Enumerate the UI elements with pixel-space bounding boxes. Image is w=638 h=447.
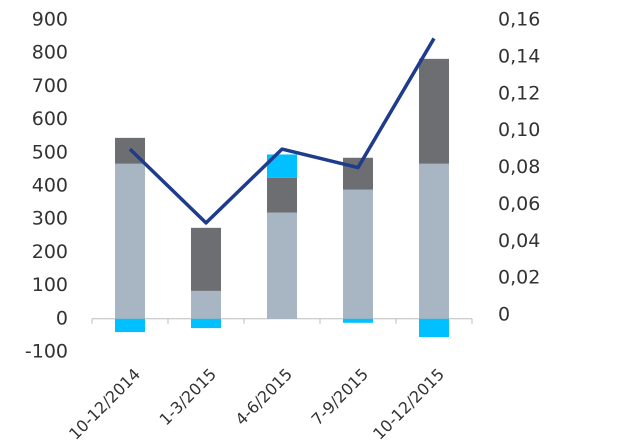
y2-tick-label: 0,08 — [498, 156, 540, 178]
y2-tick-label: 0,12 — [498, 82, 540, 104]
line-series — [128, 37, 436, 225]
y2-tick-label: 0,02 — [498, 267, 540, 289]
bar-segment — [419, 58, 449, 164]
y2-tick-label: 0,16 — [498, 9, 540, 31]
bar-segment — [191, 290, 221, 319]
y-tick-label: 500 — [32, 141, 68, 163]
y-tick-label: 800 — [32, 42, 68, 64]
x-tick-label: 7-9/2015 — [307, 365, 372, 430]
bar-segment — [267, 177, 297, 213]
y-tick-label: 0 — [56, 307, 68, 329]
bar-segment — [343, 157, 373, 190]
bar-segment — [267, 212, 297, 319]
y2-tick-label: 0,14 — [498, 45, 540, 67]
bar-segment — [191, 318, 221, 329]
x-tick-label: 10-12/2014 — [65, 365, 144, 444]
bar-segment — [191, 227, 221, 291]
x-tick-label: 10-12/2015 — [369, 365, 448, 444]
bar-segment — [343, 318, 373, 323]
y-tick-label: 400 — [32, 175, 68, 197]
bar-segment — [419, 163, 449, 319]
y2-tick-label: 0,06 — [498, 193, 540, 215]
x-tick-label: 1-3/2015 — [155, 365, 220, 430]
y-tick-label: 600 — [32, 108, 68, 130]
bar-segment — [343, 189, 373, 319]
bar-segment — [115, 318, 145, 333]
y2-tick-label: 0,10 — [498, 119, 540, 141]
x-tick-label: 4-6/2015 — [231, 365, 296, 430]
y-tick-label: 300 — [32, 208, 68, 230]
bar-segment — [115, 163, 145, 319]
y-tick-label: 200 — [32, 241, 68, 263]
bar-segment — [419, 318, 449, 338]
y-tick-label: -100 — [25, 341, 68, 363]
y2-tick-label: 0,04 — [498, 230, 540, 252]
y-tick-label: 700 — [32, 75, 68, 97]
y-tick-label: 100 — [32, 274, 68, 296]
bar-segment — [267, 154, 297, 178]
y2-tick-label: 0 — [498, 304, 510, 326]
y-tick-label: 900 — [32, 9, 68, 31]
